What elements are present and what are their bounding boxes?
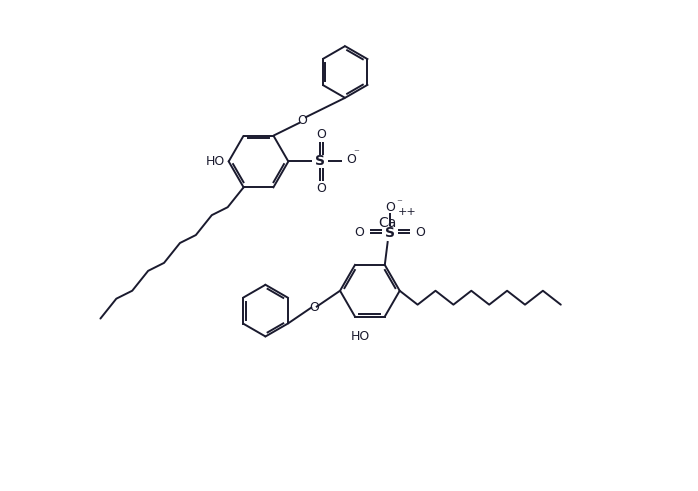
Text: O: O xyxy=(354,225,364,239)
Text: O: O xyxy=(316,182,326,195)
Text: HO: HO xyxy=(205,155,225,168)
Text: ⁻: ⁻ xyxy=(353,148,359,159)
Text: O: O xyxy=(415,225,426,239)
Text: ⁻: ⁻ xyxy=(396,198,403,208)
Text: O: O xyxy=(316,128,326,141)
Text: O: O xyxy=(385,201,394,214)
Text: Ca: Ca xyxy=(378,216,396,230)
Text: O: O xyxy=(309,300,319,314)
Text: HO: HO xyxy=(350,330,369,344)
Text: ++: ++ xyxy=(398,207,417,217)
Text: O: O xyxy=(297,114,307,127)
Text: S: S xyxy=(315,155,325,168)
Text: S: S xyxy=(385,226,395,240)
Text: O: O xyxy=(346,153,356,166)
